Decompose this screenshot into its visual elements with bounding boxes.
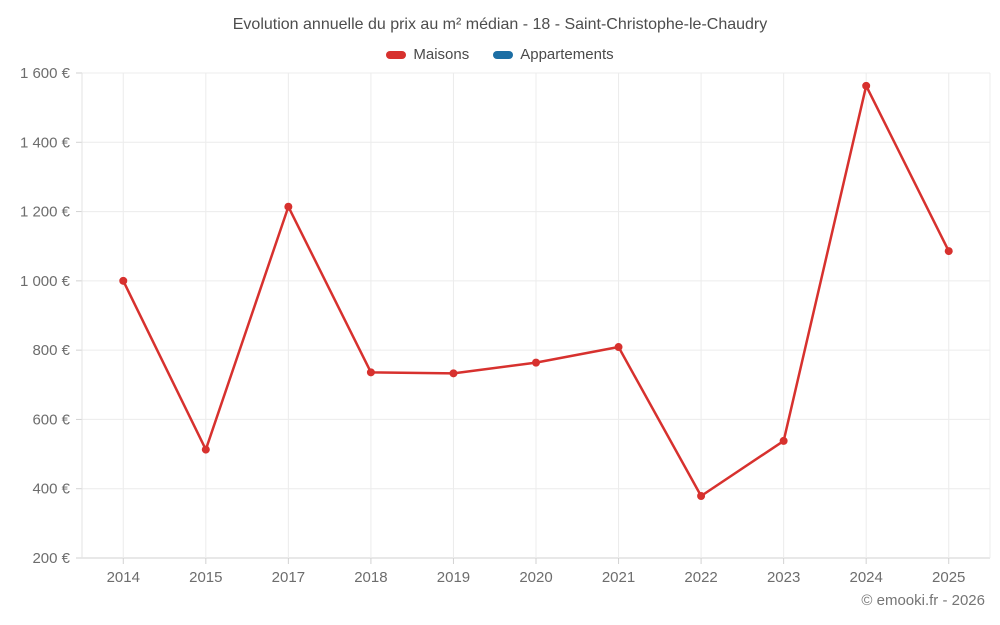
x-axis-label: 2021	[602, 569, 635, 586]
chart-legend: Maisons Appartements	[0, 46, 1000, 63]
y-axis-label: 200 €	[32, 550, 70, 567]
x-axis-label: 2020	[519, 569, 552, 586]
y-axis-label: 400 €	[32, 481, 70, 498]
data-point-maisons-2017[interactable]	[284, 202, 293, 211]
legend-swatch-maisons	[386, 50, 407, 59]
x-axis-label: 2019	[437, 569, 470, 586]
legend-label-appartements: Appartements	[520, 46, 614, 63]
data-point-maisons-2025[interactable]	[944, 247, 953, 256]
x-axis-label: 2022	[684, 569, 717, 586]
legend-item-appartements[interactable]: Appartements	[493, 46, 614, 63]
copyright-text: © emooki.fr - 2026	[861, 592, 985, 609]
data-point-maisons-2015[interactable]	[201, 445, 210, 454]
legend-swatch-appartements	[493, 50, 514, 59]
data-point-maisons-2014[interactable]	[119, 276, 128, 285]
data-point-maisons-2023[interactable]	[779, 436, 788, 445]
x-axis-label: 2025	[932, 569, 965, 586]
data-point-maisons-2020[interactable]	[532, 358, 540, 367]
data-point-maisons-2019[interactable]	[449, 369, 458, 378]
legend-label-maisons: Maisons	[413, 46, 470, 63]
y-axis-label: 600 €	[32, 411, 70, 428]
x-axis-label: 2023	[767, 569, 800, 586]
y-axis-label: 1 600 €	[20, 65, 71, 82]
x-axis-label: 2018	[354, 569, 387, 586]
data-point-maisons-2024[interactable]	[862, 81, 871, 90]
chart-title: Evolution annuelle du prix au m² médian …	[232, 16, 768, 33]
x-axis-label: 2014	[107, 569, 140, 586]
y-axis-label: 800 €	[32, 342, 70, 359]
y-axis-label: 1 200 €	[20, 204, 71, 221]
x-axis-label: 2017	[272, 569, 305, 586]
data-point-maisons-2022[interactable]	[697, 491, 706, 500]
y-axis-label: 1 400 €	[20, 134, 71, 151]
x-axis-label: 2015	[189, 569, 222, 586]
legend-item-maisons[interactable]: Maisons	[386, 46, 469, 63]
y-axis-label: 1 000 €	[20, 273, 71, 290]
data-point-maisons-2018[interactable]	[366, 368, 375, 377]
data-point-maisons-2021[interactable]	[614, 343, 623, 352]
x-axis-label: 2024	[849, 569, 882, 586]
